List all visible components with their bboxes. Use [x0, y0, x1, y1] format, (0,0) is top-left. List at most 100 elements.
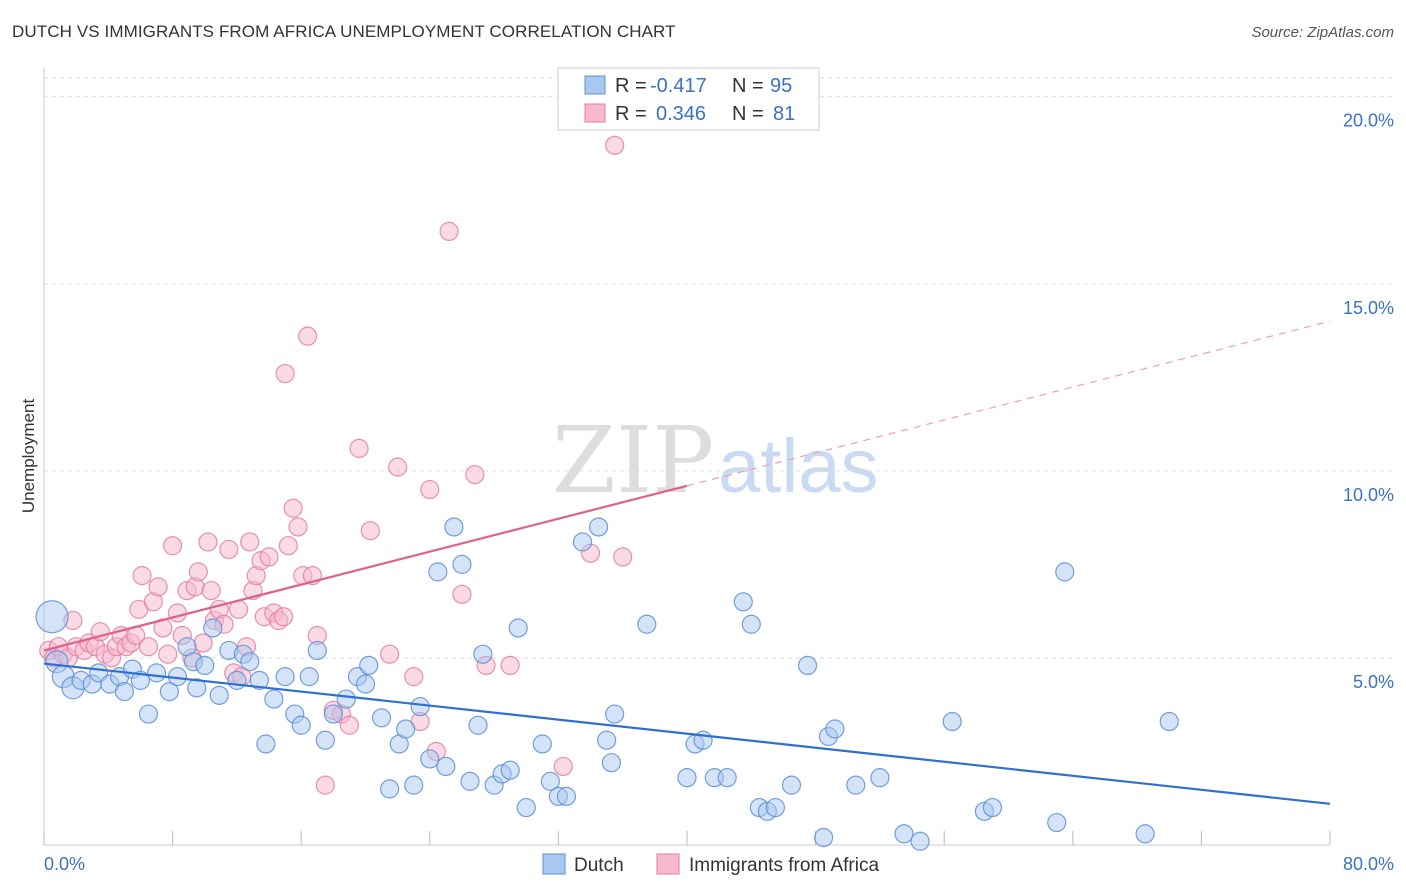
legend-africa-r-label: R =: [615, 103, 647, 125]
dutch-point: [572, 532, 593, 552]
watermark-atlas: atlas: [718, 424, 879, 509]
dutch-point: [227, 670, 247, 690]
dutch-point: [291, 715, 311, 735]
dutch-point: [404, 775, 424, 795]
dutch-point: [195, 655, 215, 676]
dutch-point: [846, 775, 866, 795]
dutch-trend-line: [43, 662, 1331, 805]
africa-point: [360, 521, 380, 541]
dutch-point: [355, 674, 376, 694]
legend-dutch-swatch: [584, 75, 606, 95]
dutch-point: [717, 768, 737, 788]
africa-point: [219, 539, 239, 560]
africa-point: [259, 547, 279, 567]
dutch-point: [870, 768, 890, 788]
africa-point: [553, 756, 573, 777]
africa-point: [452, 584, 472, 604]
dutch-point: [605, 704, 625, 724]
watermark: ZIP atlas: [552, 407, 879, 514]
x-tick-label-max: 80.0%: [1343, 854, 1394, 874]
chart-title: DUTCH VS IMMIGRANTS FROM AFRICA UNEMPLOY…: [12, 22, 676, 41]
dutch-point: [733, 592, 753, 612]
dutch-point: [468, 715, 488, 735]
africa-point: [132, 566, 152, 586]
bottom-legend-africa-label: Immigrants from Africa: [689, 855, 879, 876]
dutch-point: [371, 708, 392, 728]
dutch-point: [452, 554, 472, 574]
dutch-point: [781, 775, 802, 795]
legend-africa-swatch: [584, 103, 606, 123]
dutch-point: [299, 667, 319, 687]
dutch-point: [982, 797, 1003, 818]
legend-dutch-r-label: R =: [615, 75, 647, 97]
dutch-point: [159, 681, 179, 702]
africa-point: [240, 532, 260, 552]
correlation-legend: R = -0.417 N = 95 R = 0.346 N = 81: [557, 67, 820, 131]
africa-point: [158, 644, 178, 664]
legend-africa-n-value: 81: [773, 103, 795, 125]
y-tick-label: 20.0%: [1343, 111, 1394, 131]
y-tick-label: 5.0%: [1353, 672, 1394, 692]
dutch-point: [814, 827, 834, 848]
dutch-point: [516, 797, 536, 818]
dutch-point: [249, 670, 270, 690]
dutch-point: [428, 562, 448, 582]
dutch-point: [444, 517, 464, 537]
dutch-point: [508, 618, 528, 638]
dutch-point: [677, 768, 697, 788]
legend-africa-r-value: 0.346: [656, 103, 706, 125]
africa-trend-line-extension: [686, 320, 1331, 487]
chart-source: Source: ZipAtlas.com: [1251, 24, 1394, 41]
dutch-point: [35, 600, 69, 634]
bottom-legend-dutch-swatch: [542, 853, 566, 875]
africa-point: [273, 607, 294, 627]
dutch-point: [1159, 711, 1179, 732]
dutch-point: [765, 797, 786, 818]
gridlines: [44, 77, 1394, 659]
africa-point: [380, 644, 400, 664]
dutch-point: [825, 719, 845, 739]
dutch-point: [114, 681, 134, 702]
watermark-zip: ZIP: [552, 407, 714, 514]
dutch-point: [420, 749, 440, 769]
y-tick-label: 15.0%: [1343, 298, 1394, 318]
dutch-point: [1047, 812, 1067, 833]
dutch-point: [910, 831, 930, 851]
africa-point: [404, 667, 424, 687]
africa-point: [288, 517, 308, 537]
africa-point: [500, 655, 520, 676]
dutch-point: [203, 618, 223, 638]
dutch-point: [942, 711, 962, 732]
africa-point: [420, 479, 440, 500]
dutch-point: [323, 704, 343, 724]
africa-point: [283, 498, 303, 518]
legend-africa-n-label: N =: [732, 103, 764, 125]
africa-point: [349, 438, 369, 459]
x-axis-ticks: [43, 831, 1331, 845]
series-legend: Dutch Immigrants from Africa: [542, 853, 879, 876]
dutch-point: [460, 771, 480, 791]
dutch-point: [307, 640, 327, 661]
africa-point: [201, 580, 221, 601]
dutch-point: [741, 614, 761, 634]
dutch-point: [597, 730, 617, 750]
africa-point: [138, 637, 159, 657]
dutch-point: [396, 719, 416, 739]
dutch-point: [209, 685, 229, 705]
bottom-legend-africa-swatch: [656, 853, 680, 875]
bottom-legend-dutch-label: Dutch: [574, 855, 624, 876]
dutch-point: [380, 779, 400, 799]
dutch-point: [410, 696, 430, 717]
africa-trend-line: [43, 484, 688, 652]
africa-point: [605, 135, 625, 155]
dutch-point: [588, 517, 609, 537]
dutch-point: [1055, 562, 1075, 582]
africa-point: [465, 464, 485, 485]
africa-point: [275, 363, 295, 384]
dutch-point: [146, 663, 167, 683]
dutch-point: [130, 670, 151, 690]
dutch-point: [264, 689, 284, 709]
africa-point: [167, 603, 188, 623]
dutch-point: [315, 730, 335, 750]
dutch-series-points: [35, 517, 1179, 851]
